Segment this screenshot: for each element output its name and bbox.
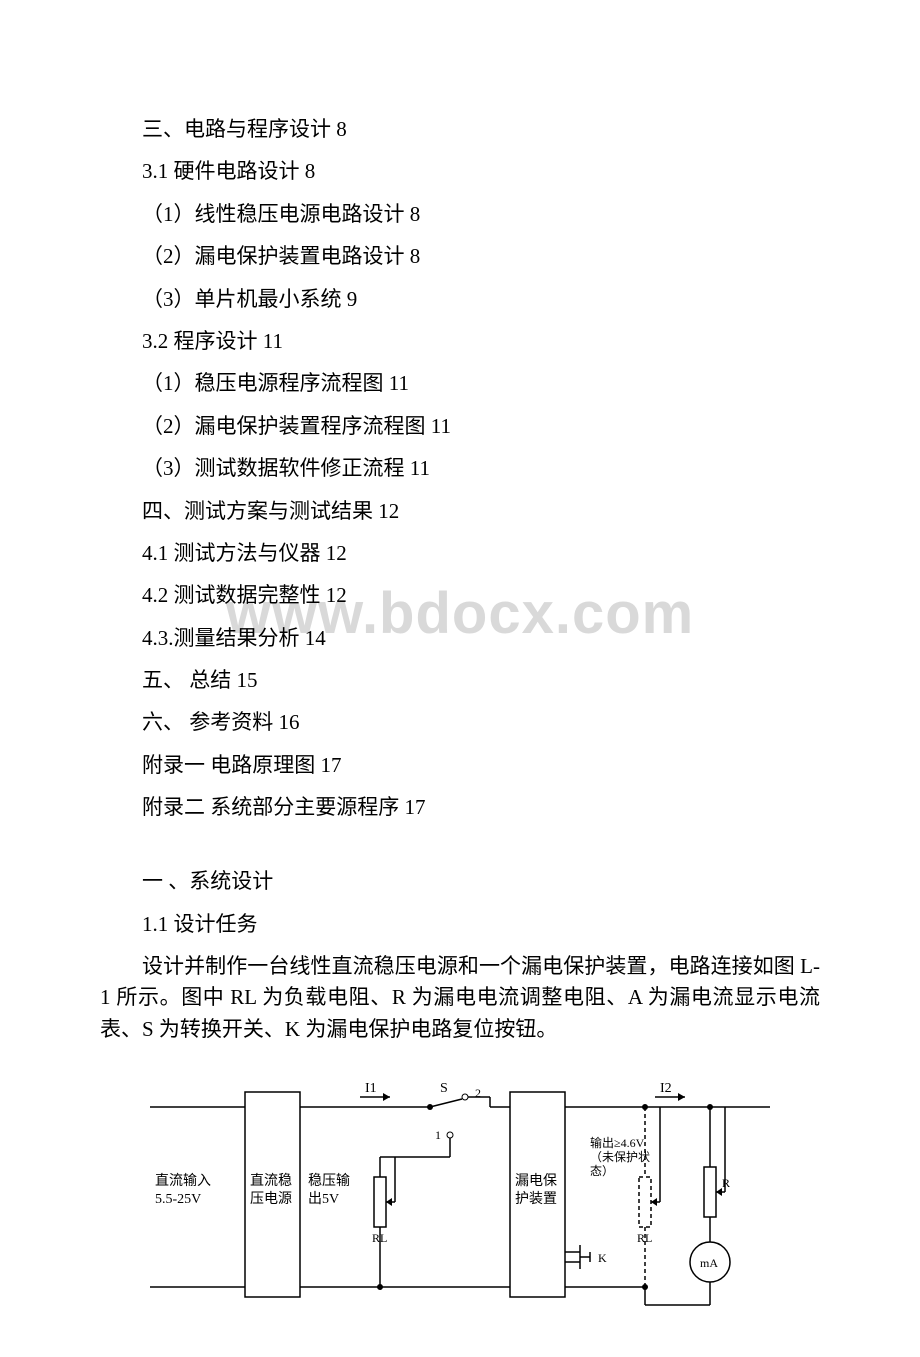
- svg-text:RL: RL: [372, 1231, 387, 1245]
- circuit-diagram: 直流输入 5.5-25V 直流稳 压电源 I1 稳压输 出5V S 2 1: [100, 1057, 820, 1317]
- svg-text:态）: 态）: [590, 1164, 614, 1178]
- svg-text:5.5-25V: 5.5-25V: [155, 1192, 201, 1207]
- section-heading: 一 、系统设计: [100, 865, 820, 895]
- svg-text:RL: RL: [637, 1231, 652, 1245]
- toc-item: （2）漏电保护装置电路设计 8: [100, 242, 820, 271]
- toc-item: 四、测试方案与测试结果 12: [100, 497, 820, 526]
- toc-item: （2）漏电保护装置程序流程图 11: [100, 412, 820, 441]
- document-content: 三、电路与程序设计 8 3.1 硬件电路设计 8 （1）线性稳压电源电路设计 8…: [0, 0, 920, 1357]
- svg-text:K: K: [598, 1251, 607, 1265]
- toc-item: （1）线性稳压电源电路设计 8: [100, 200, 820, 229]
- toc-item: 4.3.测量结果分析 14: [100, 624, 820, 653]
- svg-text:直流稳: 直流稳: [250, 1172, 292, 1189]
- svg-text:R: R: [722, 1176, 730, 1190]
- svg-text:压电源: 压电源: [250, 1191, 292, 1207]
- toc-item: 4.2 测试数据完整性 12: [100, 581, 820, 610]
- toc-item: 附录一 电路原理图 17: [100, 751, 820, 780]
- svg-text:S: S: [440, 1081, 448, 1096]
- subsection-heading: 1.1 设计任务: [100, 908, 820, 938]
- toc-item: （3）测试数据软件修正流程 11: [100, 454, 820, 483]
- toc-item: 三、电路与程序设计 8: [100, 115, 820, 144]
- svg-text:输出≥4.6V: 输出≥4.6V: [590, 1135, 645, 1150]
- svg-text:稳压输: 稳压输: [308, 1173, 350, 1189]
- toc-item: 3.1 硬件电路设计 8: [100, 157, 820, 186]
- toc-item: 六、 参考资料 16: [100, 708, 820, 737]
- svg-text:I2: I2: [660, 1081, 672, 1096]
- svg-text:出5V: 出5V: [308, 1191, 339, 1207]
- toc-item: 3.2 程序设计 11: [100, 327, 820, 356]
- svg-text:I1: I1: [365, 1081, 377, 1096]
- svg-text:直流输入: 直流输入: [155, 1172, 211, 1189]
- paragraph-text: 设计并制作一台线性直流稳压电源和一个漏电保护装置，电路连接如图 L-1 所示。图…: [100, 951, 820, 1046]
- svg-text:2: 2: [475, 1086, 481, 1100]
- toc-item: 五、 总结 15: [100, 666, 820, 695]
- svg-text:mA: mA: [700, 1256, 718, 1270]
- svg-text:护装置: 护装置: [515, 1191, 557, 1207]
- toc-item: （1）稳压电源程序流程图 11: [100, 369, 820, 398]
- svg-text:（未保护状: （未保护状: [590, 1150, 650, 1164]
- svg-text:漏电保: 漏电保: [515, 1173, 557, 1189]
- circuit-svg: 直流输入 5.5-25V 直流稳 压电源 I1 稳压输 出5V S 2 1: [150, 1057, 770, 1317]
- svg-text:1: 1: [435, 1128, 441, 1142]
- toc-item: （3）单片机最小系统 9: [100, 285, 820, 314]
- toc-item: 4.1 测试方法与仪器 12: [100, 539, 820, 568]
- toc-item: 附录二 系统部分主要源程序 17: [100, 793, 820, 822]
